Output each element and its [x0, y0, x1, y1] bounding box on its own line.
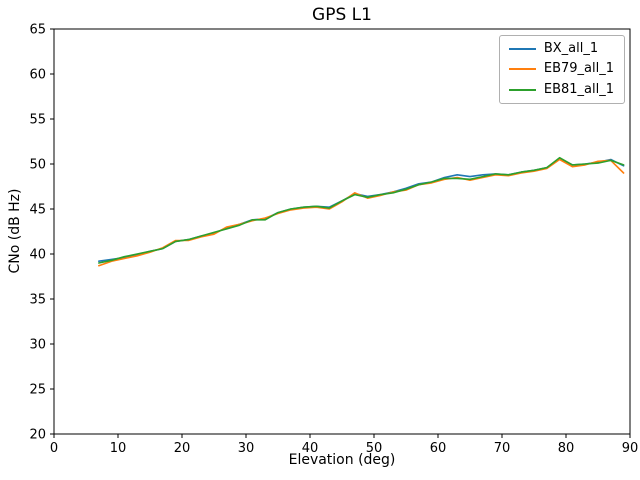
x-tick-label: 90: [622, 441, 639, 456]
x-tick-label: 10: [110, 441, 127, 456]
y-tick-label: 35: [29, 293, 46, 308]
y-tick-label: 25: [29, 383, 46, 398]
series-line-EB79_all_1: [98, 158, 625, 267]
series-line-BX_all_1: [98, 157, 625, 263]
x-tick-label: 0: [50, 441, 58, 456]
x-tick-label: 70: [494, 441, 511, 456]
series-line-EB81_all_1: [98, 156, 625, 264]
legend-item: EB81_all_1: [508, 81, 614, 97]
y-tick-label: 65: [29, 23, 46, 38]
y-tick-label: 20: [29, 428, 46, 443]
legend-label: EB79_all_1: [543, 61, 614, 77]
chart-title: GPS L1: [312, 5, 372, 25]
x-tick-label: 60: [430, 441, 447, 456]
legend-line-sample: [508, 68, 536, 71]
x-tick-label: 30: [238, 441, 255, 456]
x-axis-label: Elevation (deg): [288, 452, 396, 468]
legend: BX_all_1 EB79_all_1 EB81_all_1: [498, 35, 625, 104]
x-tick-label: 40: [302, 441, 319, 456]
y-tick-label: 50: [29, 158, 46, 173]
legend-line-sample: [508, 88, 536, 91]
y-tick-label: 60: [29, 68, 46, 83]
x-tick-label: 50: [366, 441, 383, 456]
legend-label: BX_all_1: [543, 41, 599, 56]
y-tick-label: 40: [29, 248, 46, 263]
plot-border: [53, 28, 631, 435]
x-tick-label: 20: [174, 441, 191, 456]
legend-item: EB79_all_1: [508, 61, 614, 77]
legend-line-sample: [508, 48, 536, 51]
legend-item: BX_all_1: [508, 41, 614, 56]
y-tick-label: 30: [29, 338, 46, 353]
y-axis-label: CNo (dB Hz): [7, 188, 23, 274]
y-tick-label: 55: [29, 113, 46, 128]
legend-label: EB81_all_1: [543, 81, 614, 97]
y-tick-label: 45: [29, 203, 46, 218]
x-tick-label: 80: [558, 441, 575, 456]
